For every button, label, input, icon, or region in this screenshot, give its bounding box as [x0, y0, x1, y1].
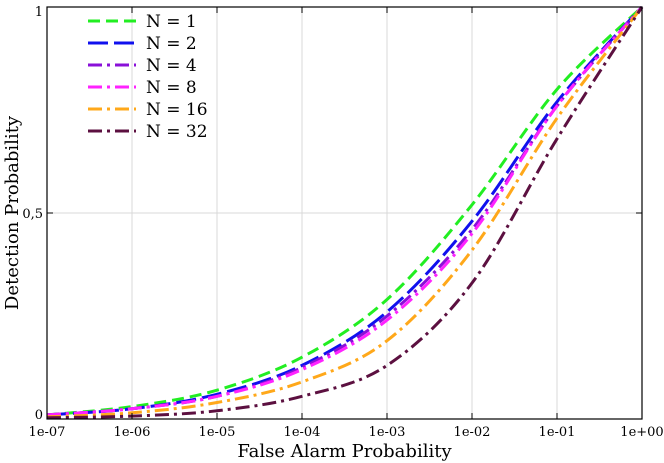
axis-ticks: 1e-07 1e-06 1e-05 1e-04 1e-03 1e-02 1e-01 1e+00… [22, 5, 663, 440]
series-line-n-16 [46, 6, 644, 419]
x-tick-label: 1e+00 [620, 425, 663, 440]
x-tick-label: 1e-03 [369, 425, 406, 440]
x-tick-label: 1e-04 [284, 425, 321, 440]
y-axis-label: Detection Probability [2, 115, 23, 310]
legend-label-n-16: N = 16 [146, 100, 208, 120]
x-tick-label: 1e-07 [29, 425, 66, 440]
legend-label-n-2: N = 2 [146, 34, 197, 54]
series-line-n-32 [46, 6, 644, 420]
y-tick-label: 1 [35, 5, 43, 20]
y-tick-label: 0 [35, 408, 43, 423]
x-tick-label: 1e-02 [454, 425, 491, 440]
series-line-n-2 [46, 5, 644, 417]
x-tick-label: 1e-05 [199, 425, 236, 440]
x-tick-label: 1e-06 [114, 425, 151, 440]
y-tick-label: 0,5 [22, 207, 43, 222]
legend: N = 1N = 2N = 4N = 8N = 16N = 32 [88, 12, 208, 142]
series-line-n-8 [46, 6, 644, 417]
legend-label-n-4: N = 4 [146, 56, 197, 76]
grid-lines [47, 7, 642, 419]
x-axis-label: False Alarm Probability [237, 441, 452, 462]
legend-label-n-32: N = 32 [146, 122, 208, 142]
legend-label-n-1: N = 1 [146, 12, 197, 32]
x-tick-label: 1e-01 [539, 425, 576, 440]
series-lines [46, 5, 644, 420]
legend-label-n-8: N = 8 [146, 78, 197, 98]
